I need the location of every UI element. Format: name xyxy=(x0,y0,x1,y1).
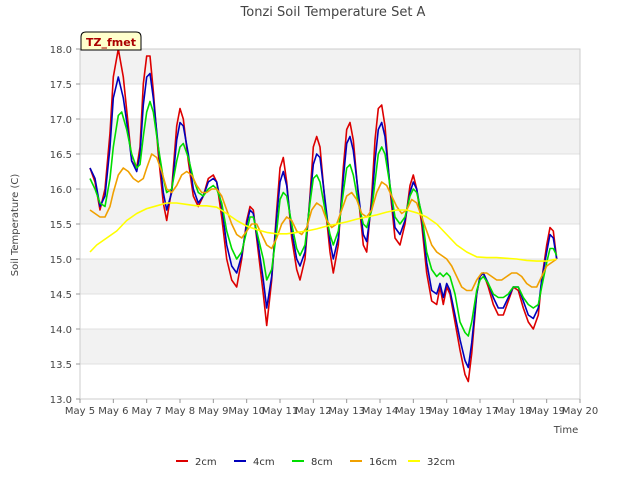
legend-label: 16cm xyxy=(369,457,397,468)
x-tick-label: May 6 xyxy=(98,406,128,417)
y-axis-label: Soil Temperature (C) xyxy=(10,174,21,277)
x-tick-label: May 13 xyxy=(328,406,365,417)
legend: 2cm 4cm 8cm 16cm 32cm xyxy=(176,457,455,468)
series-line-32cm xyxy=(89,202,557,262)
series-lines xyxy=(89,48,558,383)
chart-title: Tonzi Soil Temperature Set A xyxy=(240,5,426,20)
x-tick-label: May 10 xyxy=(228,406,265,417)
y-tick-label: 15.0 xyxy=(50,255,72,266)
x-tick-label: May 11 xyxy=(262,406,299,417)
x-tick-label: May 9 xyxy=(198,406,228,417)
series-line-8cm xyxy=(89,100,558,337)
series-line-16cm xyxy=(89,153,558,292)
x-tick-label: May 18 xyxy=(495,406,532,417)
plot-band xyxy=(80,259,580,294)
plot-band xyxy=(80,329,580,364)
plot-band xyxy=(80,84,580,119)
plot-band xyxy=(80,364,580,399)
y-tick-label: 14.5 xyxy=(50,290,72,301)
x-tick-label: May 12 xyxy=(295,406,332,417)
plot-band xyxy=(80,154,580,189)
legend-item-2cm: 2cm xyxy=(176,457,217,468)
x-tick-label: May 5 xyxy=(65,406,95,417)
x-tick-label: May 17 xyxy=(462,406,499,417)
legend-item-32cm: 32cm xyxy=(408,457,455,468)
plot-band xyxy=(80,119,580,154)
y-tick-label: 13.0 xyxy=(50,395,72,406)
legend-label: 2cm xyxy=(195,457,217,468)
y-tick-label: 14.0 xyxy=(50,325,72,336)
legend-label: 32cm xyxy=(427,457,455,468)
y-tick-label: 17.0 xyxy=(50,115,72,126)
legend-item-4cm: 4cm xyxy=(234,457,275,468)
annotation-badge: TZ_fmet xyxy=(80,31,142,51)
plot-band xyxy=(80,49,580,84)
x-axis-label: Time xyxy=(553,425,578,436)
y-axis-ticks: 13.0 13.5 14.0 14.5 15.0 15.5 16.0 16.5 17.0 17.5… xyxy=(50,45,80,406)
x-tick-label: May 15 xyxy=(395,406,432,417)
legend-item-8cm: 8cm xyxy=(292,457,333,468)
y-tick-label: 17.5 xyxy=(50,80,72,91)
x-tick-label: May 14 xyxy=(362,406,399,417)
annotation-box xyxy=(80,31,142,51)
x-tick-label: May 20 xyxy=(562,406,599,417)
legend-item-16cm: 16cm xyxy=(350,457,397,468)
legend-label: 4cm xyxy=(253,457,275,468)
y-tick-label: 16.5 xyxy=(50,150,72,161)
annotation-text: TZ_fmet xyxy=(86,36,136,49)
y-tick-label: 16.0 xyxy=(50,185,72,196)
x-tick-label: May 8 xyxy=(165,406,195,417)
x-tick-label: May 7 xyxy=(132,406,162,417)
legend-label: 8cm xyxy=(311,457,333,468)
y-tick-label: 13.5 xyxy=(50,360,72,371)
x-tick-label: May 16 xyxy=(428,406,465,417)
y-tick-label: 15.5 xyxy=(50,220,72,231)
y-tick-label: 18.0 xyxy=(50,45,72,56)
x-tick-label: May 19 xyxy=(528,406,565,417)
